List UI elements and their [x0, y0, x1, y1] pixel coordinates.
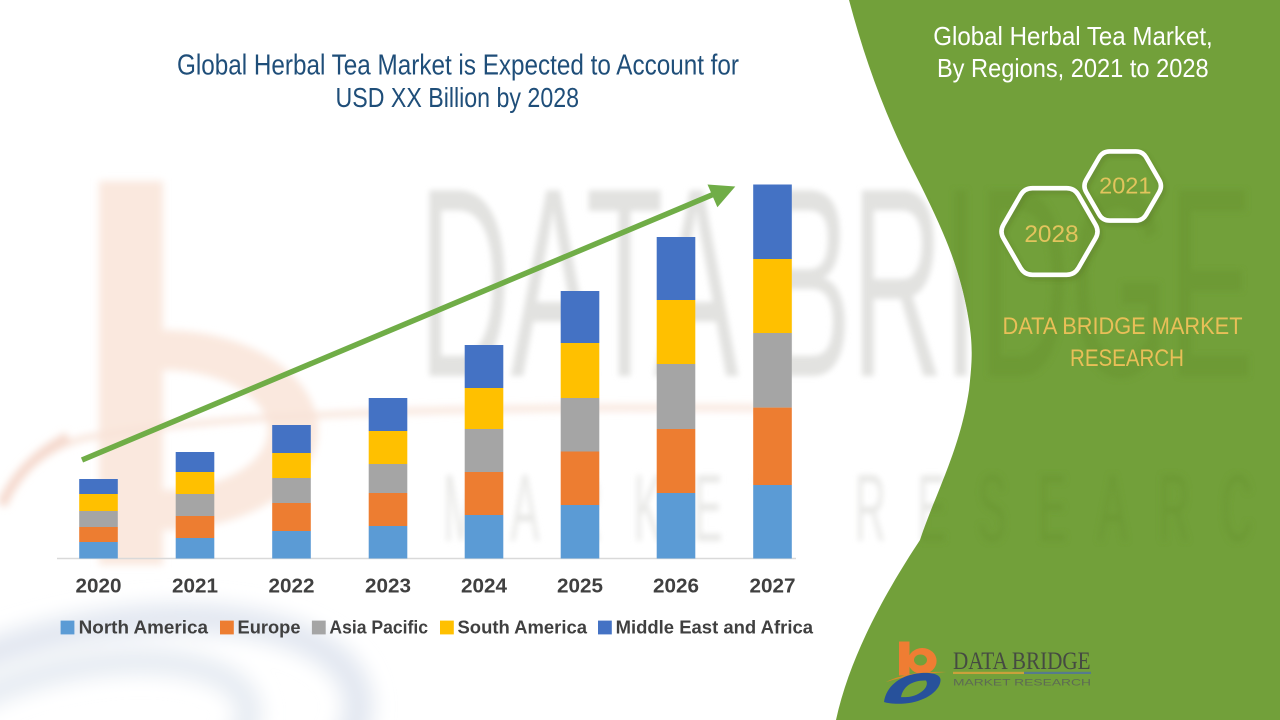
svg-text:Asia Pacific: Asia Pacific [329, 617, 428, 637]
svg-text:2021: 2021 [1099, 173, 1151, 199]
svg-text:2020: 2020 [76, 576, 122, 598]
svg-text:2022: 2022 [269, 576, 315, 598]
svg-text:USD XX Billion by 2028: USD XX Billion by 2028 [336, 82, 580, 113]
svg-text:North America: North America [79, 617, 209, 637]
svg-text:2027: 2027 [750, 576, 796, 598]
svg-text:By Regions, 2021 to 2028: By Regions, 2021 to 2028 [937, 53, 1209, 83]
svg-text:Global Herbal Tea Market,: Global Herbal Tea Market, [933, 21, 1213, 51]
svg-text:MARKET RESEARCH: MARKET RESEARCH [953, 678, 1091, 688]
svg-text:2023: 2023 [365, 576, 411, 598]
svg-text:Europe: Europe [238, 617, 301, 637]
svg-text:2024: 2024 [461, 576, 508, 598]
svg-text:2025: 2025 [557, 576, 603, 598]
svg-text:RESEARCH: RESEARCH [1070, 345, 1184, 372]
svg-text:Middle East and Africa: Middle East and Africa [616, 617, 814, 637]
svg-text:2028: 2028 [1024, 221, 1078, 248]
svg-text:DATA BRIDGE: DATA BRIDGE [953, 648, 1091, 675]
svg-text:South America: South America [458, 617, 588, 637]
svg-text:2026: 2026 [653, 576, 699, 598]
svg-text:Global Herbal Tea Market is Ex: Global Herbal Tea Market is Expected to … [177, 50, 739, 82]
svg-text:DATA BRIDGE MARKET: DATA BRIDGE MARKET [1003, 313, 1243, 340]
svg-text:2021: 2021 [172, 576, 218, 598]
